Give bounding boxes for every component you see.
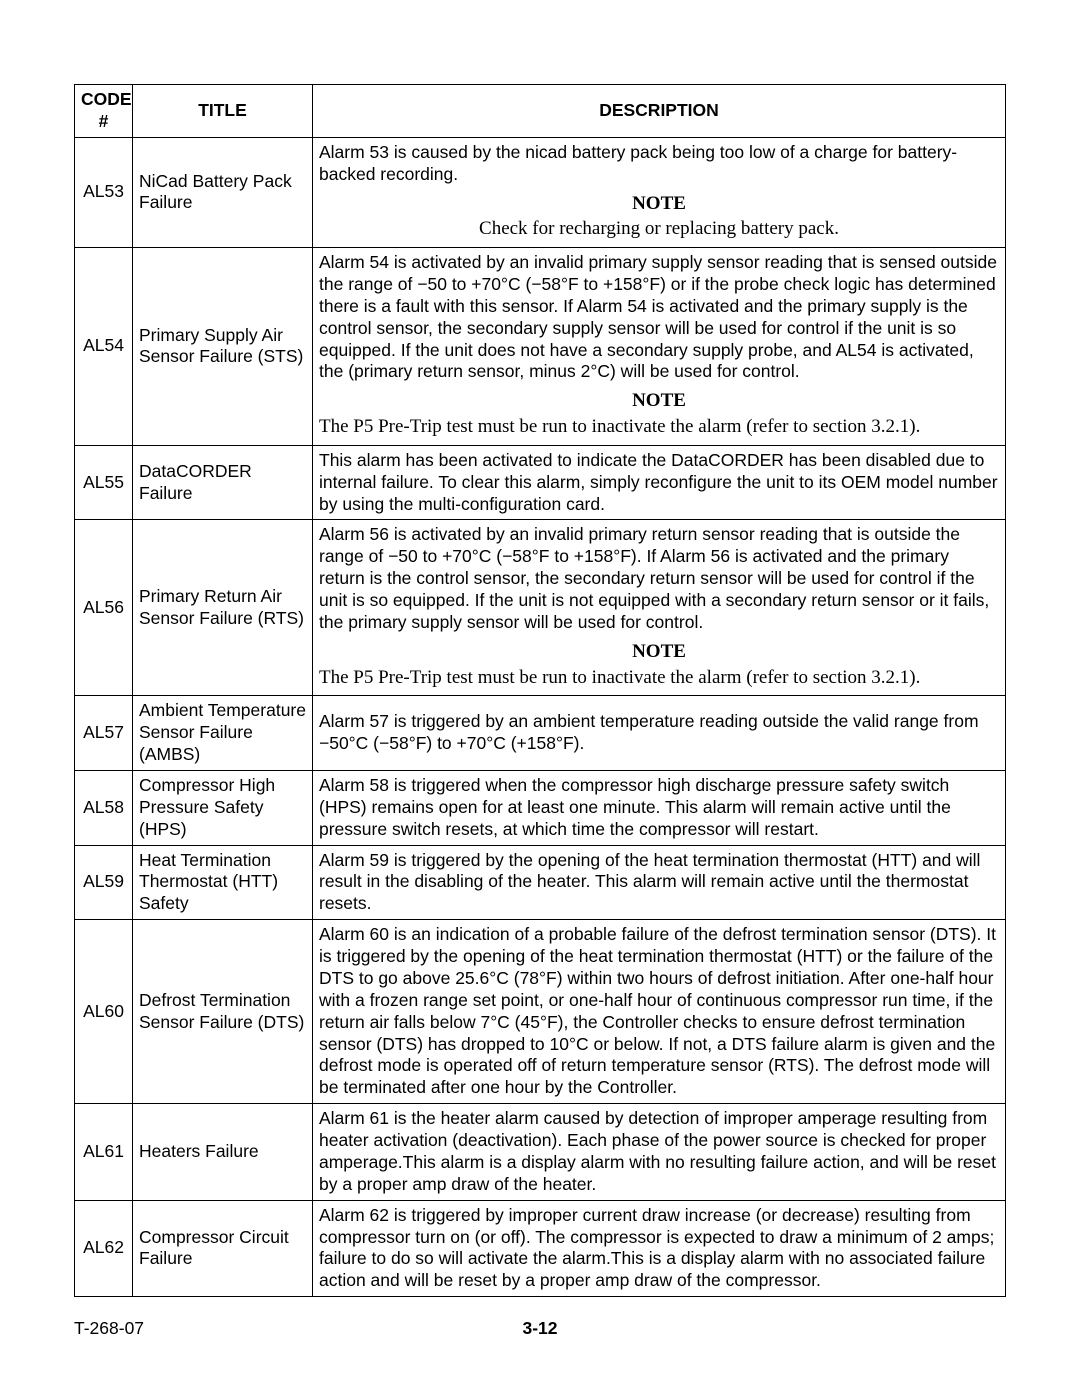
note-heading: NOTE (319, 640, 999, 664)
col-header-description: DESCRIPTION (313, 85, 1006, 138)
note-text: Check for recharging or replacing batter… (319, 217, 999, 241)
cell-code: AL55 (75, 445, 133, 520)
cell-title: Heaters Failure (133, 1104, 313, 1201)
cell-code: AL53 (75, 137, 133, 247)
cell-title: Ambient Temperature Sensor Failure (AMBS… (133, 696, 313, 771)
table-row: AL60 Defrost Termination Sensor Failure … (75, 920, 1006, 1104)
cell-title: DataCORDER Failure (133, 445, 313, 520)
note-text: The P5 Pre-Trip test must be run to inac… (319, 415, 999, 439)
desc-text: Alarm 54 is activated by an invalid prim… (319, 252, 999, 383)
cell-description: Alarm 59 is triggered by the opening of … (313, 845, 1006, 920)
cell-code: AL58 (75, 770, 133, 845)
table-row: AL53 NiCad Battery Pack Failure Alarm 53… (75, 137, 1006, 247)
cell-description: Alarm 56 is activated by an invalid prim… (313, 520, 1006, 696)
note-text: The P5 Pre-Trip test must be run to inac… (319, 666, 999, 690)
cell-description: Alarm 60 is an indication of a probable … (313, 920, 1006, 1104)
table-row: AL54 Primary Supply Air Sensor Failure (… (75, 248, 1006, 446)
cell-code: AL56 (75, 520, 133, 696)
cell-description: Alarm 53 is caused by the nicad battery … (313, 137, 1006, 247)
desc-text: Alarm 53 is caused by the nicad battery … (319, 142, 999, 186)
table-row: AL61 Heaters Failure Alarm 61 is the hea… (75, 1104, 1006, 1201)
cell-description: This alarm has been activated to indicat… (313, 445, 1006, 520)
table-row: AL57 Ambient Temperature Sensor Failure … (75, 696, 1006, 771)
note-heading: NOTE (319, 389, 999, 413)
note-heading: NOTE (319, 192, 999, 216)
cell-code: AL54 (75, 248, 133, 446)
table-row: AL58 Compressor High Pressure Safety (HP… (75, 770, 1006, 845)
col-header-code: CODE # (75, 85, 133, 138)
cell-code: AL57 (75, 696, 133, 771)
alarm-code-table: CODE # TITLE DESCRIPTION AL53 NiCad Batt… (74, 84, 1006, 1297)
cell-title: Heat Termination Thermostat (HTT) Safety (133, 845, 313, 920)
cell-title: Compressor Circuit Failure (133, 1200, 313, 1297)
desc-text: Alarm 56 is activated by an invalid prim… (319, 524, 999, 633)
cell-description: Alarm 62 is triggered by improper curren… (313, 1200, 1006, 1297)
cell-code: AL59 (75, 845, 133, 920)
cell-title: Compressor High Pressure Safety (HPS) (133, 770, 313, 845)
table-row: AL59 Heat Termination Thermostat (HTT) S… (75, 845, 1006, 920)
table-row: AL56 Primary Return Air Sensor Failure (… (75, 520, 1006, 696)
table-row: AL62 Compressor Circuit Failure Alarm 62… (75, 1200, 1006, 1297)
cell-description: Alarm 54 is activated by an invalid prim… (313, 248, 1006, 446)
cell-code: AL61 (75, 1104, 133, 1201)
page-number: 3-12 (385, 1318, 696, 1339)
document-number: T-268-07 (74, 1318, 385, 1339)
cell-description: Alarm 57 is triggered by an ambient temp… (313, 696, 1006, 771)
page: CODE # TITLE DESCRIPTION AL53 NiCad Batt… (0, 0, 1080, 1397)
table-row: AL55 DataCORDER Failure This alarm has b… (75, 445, 1006, 520)
footer-spacer (695, 1318, 1006, 1339)
cell-code: AL60 (75, 920, 133, 1104)
col-header-title: TITLE (133, 85, 313, 138)
page-footer: T-268-07 3-12 (74, 1318, 1006, 1339)
cell-title: Primary Supply Air Sensor Failure (STS) (133, 248, 313, 446)
cell-description: Alarm 61 is the heater alarm caused by d… (313, 1104, 1006, 1201)
cell-code: AL62 (75, 1200, 133, 1297)
table-header-row: CODE # TITLE DESCRIPTION (75, 85, 1006, 138)
cell-description: Alarm 58 is triggered when the compresso… (313, 770, 1006, 845)
cell-title: Defrost Termination Sensor Failure (DTS) (133, 920, 313, 1104)
cell-title: Primary Return Air Sensor Failure (RTS) (133, 520, 313, 696)
cell-title: NiCad Battery Pack Failure (133, 137, 313, 247)
